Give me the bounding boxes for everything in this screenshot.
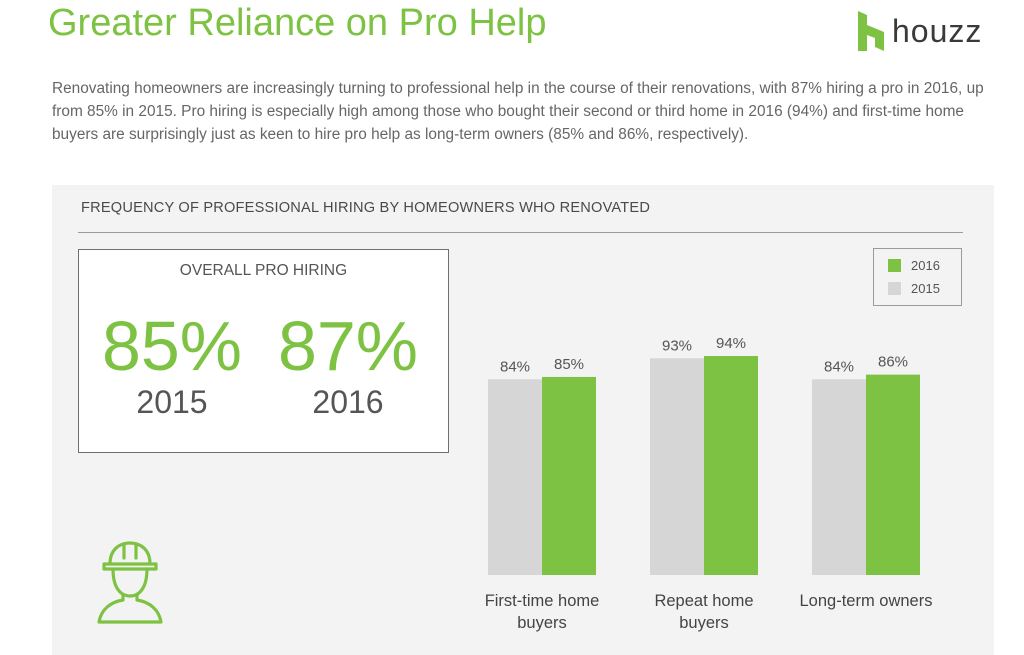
overall-year: 2015 <box>136 384 208 420</box>
overall-label: OVERALL PRO HIRING <box>179 262 348 279</box>
data-label: 84% <box>824 358 854 375</box>
category-label: Repeat home <box>654 592 753 610</box>
bar-2016-0 <box>542 376 596 575</box>
construction-worker-icon <box>97 541 163 624</box>
data-label: 84% <box>500 358 530 375</box>
logo-text: houzz <box>892 12 983 49</box>
bar-2016-2 <box>866 374 920 575</box>
data-label: 94% <box>716 335 746 352</box>
legend-swatch <box>888 281 901 295</box>
data-label: 85% <box>554 356 584 373</box>
legend-label: 2015 <box>911 280 940 296</box>
bar-2016-1 <box>704 355 758 575</box>
title-divider <box>78 232 963 233</box>
bar-2015-2 <box>812 379 866 575</box>
bar-2015-0 <box>488 379 542 575</box>
overall-pro-hiring-box: OVERALL PRO HIRING 85% 2015 87% 2016 <box>78 249 449 453</box>
overall-value: 87% <box>277 307 419 385</box>
overall-year: 2016 <box>312 384 384 420</box>
overall-stat-2015: 85% 2015 <box>87 310 257 421</box>
category-label: Long-term owners <box>800 592 933 610</box>
data-label: 86% <box>878 354 908 371</box>
intro-paragraph: Renovating homeowners are increasingly t… <box>52 80 984 143</box>
bar-chart: 84% 85% First-time home buyers 93% 94% Repeat … <box>485 335 933 632</box>
data-label: 93% <box>662 337 692 354</box>
chart-legend: 2016 2015 <box>873 248 962 306</box>
houzz-logo-icon <box>858 11 884 51</box>
legend-item-2016: 2016 <box>888 257 940 273</box>
bar-2015-1 <box>650 358 704 575</box>
category-label: buyers <box>679 614 729 632</box>
legend-item-2015: 2015 <box>888 280 940 296</box>
category-label: First-time home <box>485 592 600 610</box>
overall-value: 85% <box>101 307 243 385</box>
houzz-logo[interactable]: houzz <box>858 10 982 52</box>
category-label: buyers <box>517 614 567 632</box>
chart-panel: FREQUENCY OF PROFESSIONAL HIRING BY HOME… <box>52 185 994 655</box>
page-title: Greater Reliance on Pro Help <box>48 2 547 44</box>
overall-stat-2016: 87% 2016 <box>263 310 433 421</box>
chart-title: FREQUENCY OF PROFESSIONAL HIRING BY HOME… <box>81 200 651 216</box>
legend-swatch <box>888 258 901 272</box>
legend-label: 2016 <box>911 257 940 273</box>
